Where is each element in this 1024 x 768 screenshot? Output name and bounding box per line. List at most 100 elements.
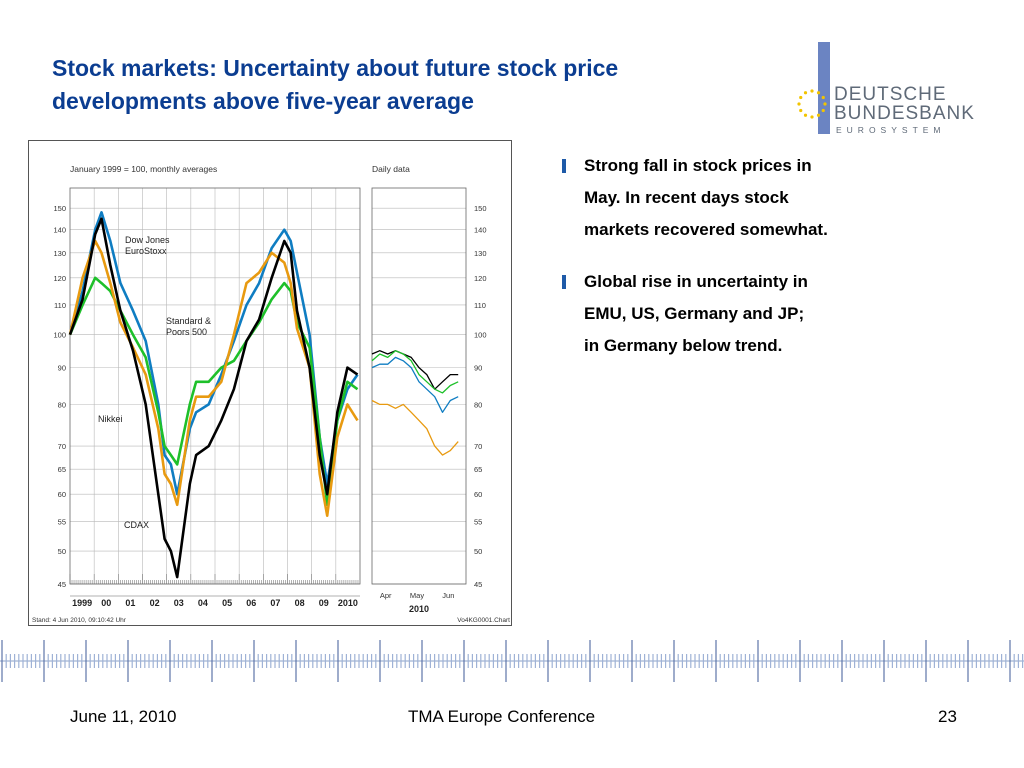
logo-subline: EUROSYSTEM <box>836 125 946 134</box>
bullet-text-line: markets recovered somewhat. <box>584 220 828 239</box>
logo-star <box>797 102 801 106</box>
x-tick-label: 1999 <box>72 598 92 608</box>
x-tick-label: 00 <box>101 598 111 608</box>
y-tick-label: 90 <box>474 364 482 373</box>
logo-star <box>821 108 825 113</box>
footer-page-number: 23 <box>938 707 957 726</box>
chart-panel-1: 45 50 55 60 65 70 80 90 100 110 120 130 140 150 1999 00… <box>53 187 361 608</box>
x-tick-label: 09 <box>319 598 329 608</box>
chart-panel-2: 45 50 55 60 65 70 80 90 100 110 120 130 140 150 Apr May… <box>371 187 487 614</box>
y-tick-label: 70 <box>58 442 66 451</box>
y-tick-label: 100 <box>474 331 487 340</box>
label-nikkei: Nikkei <box>98 414 123 424</box>
logo-star <box>799 95 803 100</box>
y-tick-label: 70 <box>474 442 482 451</box>
y-tick-label: 60 <box>474 490 482 499</box>
y-tick-label: 50 <box>58 547 66 556</box>
chart-id: Vo4KG0001.Chart <box>457 617 510 624</box>
logo-star <box>803 91 808 95</box>
x-tick-label: 2010 <box>338 598 358 608</box>
label-sp500-line-2: Poors 500 <box>166 327 207 337</box>
y-tick-label: 130 <box>474 249 487 258</box>
x-year-label: 2010 <box>409 604 429 614</box>
slide-title: Stock markets: Uncertainty about future … <box>52 52 772 118</box>
y-tick-label: 45 <box>58 580 66 589</box>
y-tick-label: 120 <box>474 274 487 283</box>
x-tick-label: 02 <box>150 598 160 608</box>
x-tick-label: 03 <box>174 598 184 608</box>
logo-star <box>810 115 814 119</box>
logo-star <box>803 113 808 117</box>
bullet-text-line: in Germany below trend. <box>584 336 783 355</box>
x-tick-label: 01 <box>125 598 135 608</box>
logo-star <box>810 89 814 93</box>
decorative-ruler-band <box>0 640 1024 682</box>
y-tick-label: 55 <box>474 517 482 526</box>
y-tick-label: 110 <box>54 301 66 310</box>
bullet-marker <box>562 159 566 173</box>
bundesbank-logo: DEUTSCHE BUNDESBANK EUROSYSTEM <box>797 42 975 134</box>
series-line-nikkei <box>371 399 459 456</box>
x-tick-label: Jun <box>442 591 454 600</box>
y-tick-label: 55 <box>58 517 66 526</box>
logo-star <box>821 95 825 100</box>
label-sp500-line-1: Standard & <box>166 316 211 326</box>
y-tick-label: 80 <box>474 400 482 409</box>
plot-area-frame <box>371 187 467 585</box>
y-tick-label: 140 <box>474 226 487 235</box>
footer-conference: TMA Europe Conference <box>408 707 596 726</box>
stock-index-chart: January 1999 = 100, monthly averages Dai… <box>28 140 512 626</box>
slide-title-line-1: Stock markets: Uncertainty about future … <box>52 55 619 81</box>
logo-star <box>823 102 827 106</box>
bullet-marker <box>562 275 566 289</box>
footer-date: June 11, 2010 <box>70 707 177 726</box>
y-tick-label: 140 <box>53 226 66 235</box>
chart-panels: 45 50 55 60 65 70 80 90 100 110 120 130 140 150 1999 00… <box>53 187 487 614</box>
y-tick-label: 130 <box>53 249 66 258</box>
y-tick-label: 65 <box>58 465 66 474</box>
bullet-text-line: EMU, US, Germany and JP; <box>584 304 805 323</box>
chart-subtitle-right: Daily data <box>372 164 410 174</box>
slide-title-line-2: developments above five-year average <box>52 88 474 114</box>
bullet-item: Strong fall in stock prices in May. In r… <box>562 150 1002 246</box>
x-tick-label: May <box>410 591 424 600</box>
x-tick-label: 06 <box>246 598 256 608</box>
label-cdax: CDAX <box>124 520 149 530</box>
chart-subtitle-left: January 1999 = 100, monthly averages <box>70 164 217 174</box>
bullet-text-line: Strong fall in stock prices in <box>584 156 812 175</box>
bullet-text-line: Global rise in uncertainty in <box>584 272 808 291</box>
y-tick-label: 65 <box>474 465 482 474</box>
logo-star <box>816 113 821 117</box>
series-line-cdax <box>68 217 359 579</box>
label-dow-jones-line-2: EuroStoxx <box>125 246 167 256</box>
logo-star-ring <box>797 89 827 119</box>
y-tick-label: 100 <box>53 331 66 340</box>
logo-bar <box>818 42 830 134</box>
y-tick-label: 45 <box>474 580 482 589</box>
bullet-text-line: May. In recent days stock <box>584 188 789 207</box>
y-tick-label: 90 <box>58 364 66 373</box>
label-dow-jones-line-1: Dow Jones <box>125 235 170 245</box>
logo-star <box>799 108 803 113</box>
x-tick-label: 05 <box>222 598 232 608</box>
y-tick-label: 50 <box>474 547 482 556</box>
x-tick-label: 07 <box>270 598 280 608</box>
bullet-item: Global rise in uncertainty in EMU, US, G… <box>562 266 1002 362</box>
y-tick-label: 150 <box>53 204 66 213</box>
y-tick-label: 80 <box>58 400 66 409</box>
chart-source-note: Stand: 4 Jun 2010, 09:10:42 Uhr <box>32 617 127 624</box>
y-tick-label: 150 <box>474 204 487 213</box>
bullet-list: Strong fall in stock prices in May. In r… <box>562 150 1002 382</box>
y-tick-label: 120 <box>53 274 66 283</box>
x-tick-label: 08 <box>295 598 305 608</box>
x-tick-label: 04 <box>198 598 208 608</box>
logo-name-line-1: DEUTSCHE <box>834 84 947 105</box>
series-line-standard-poors-500 <box>371 350 459 394</box>
x-tick-label: Apr <box>380 591 392 600</box>
series-line-cdax <box>371 350 459 390</box>
series-line-dow-jones-eurostoxx <box>371 356 459 413</box>
logo-star <box>816 91 821 95</box>
logo-name-line-2: BUNDESBANK <box>834 103 975 124</box>
y-tick-label: 60 <box>58 490 66 499</box>
y-tick-label: 110 <box>474 301 486 310</box>
